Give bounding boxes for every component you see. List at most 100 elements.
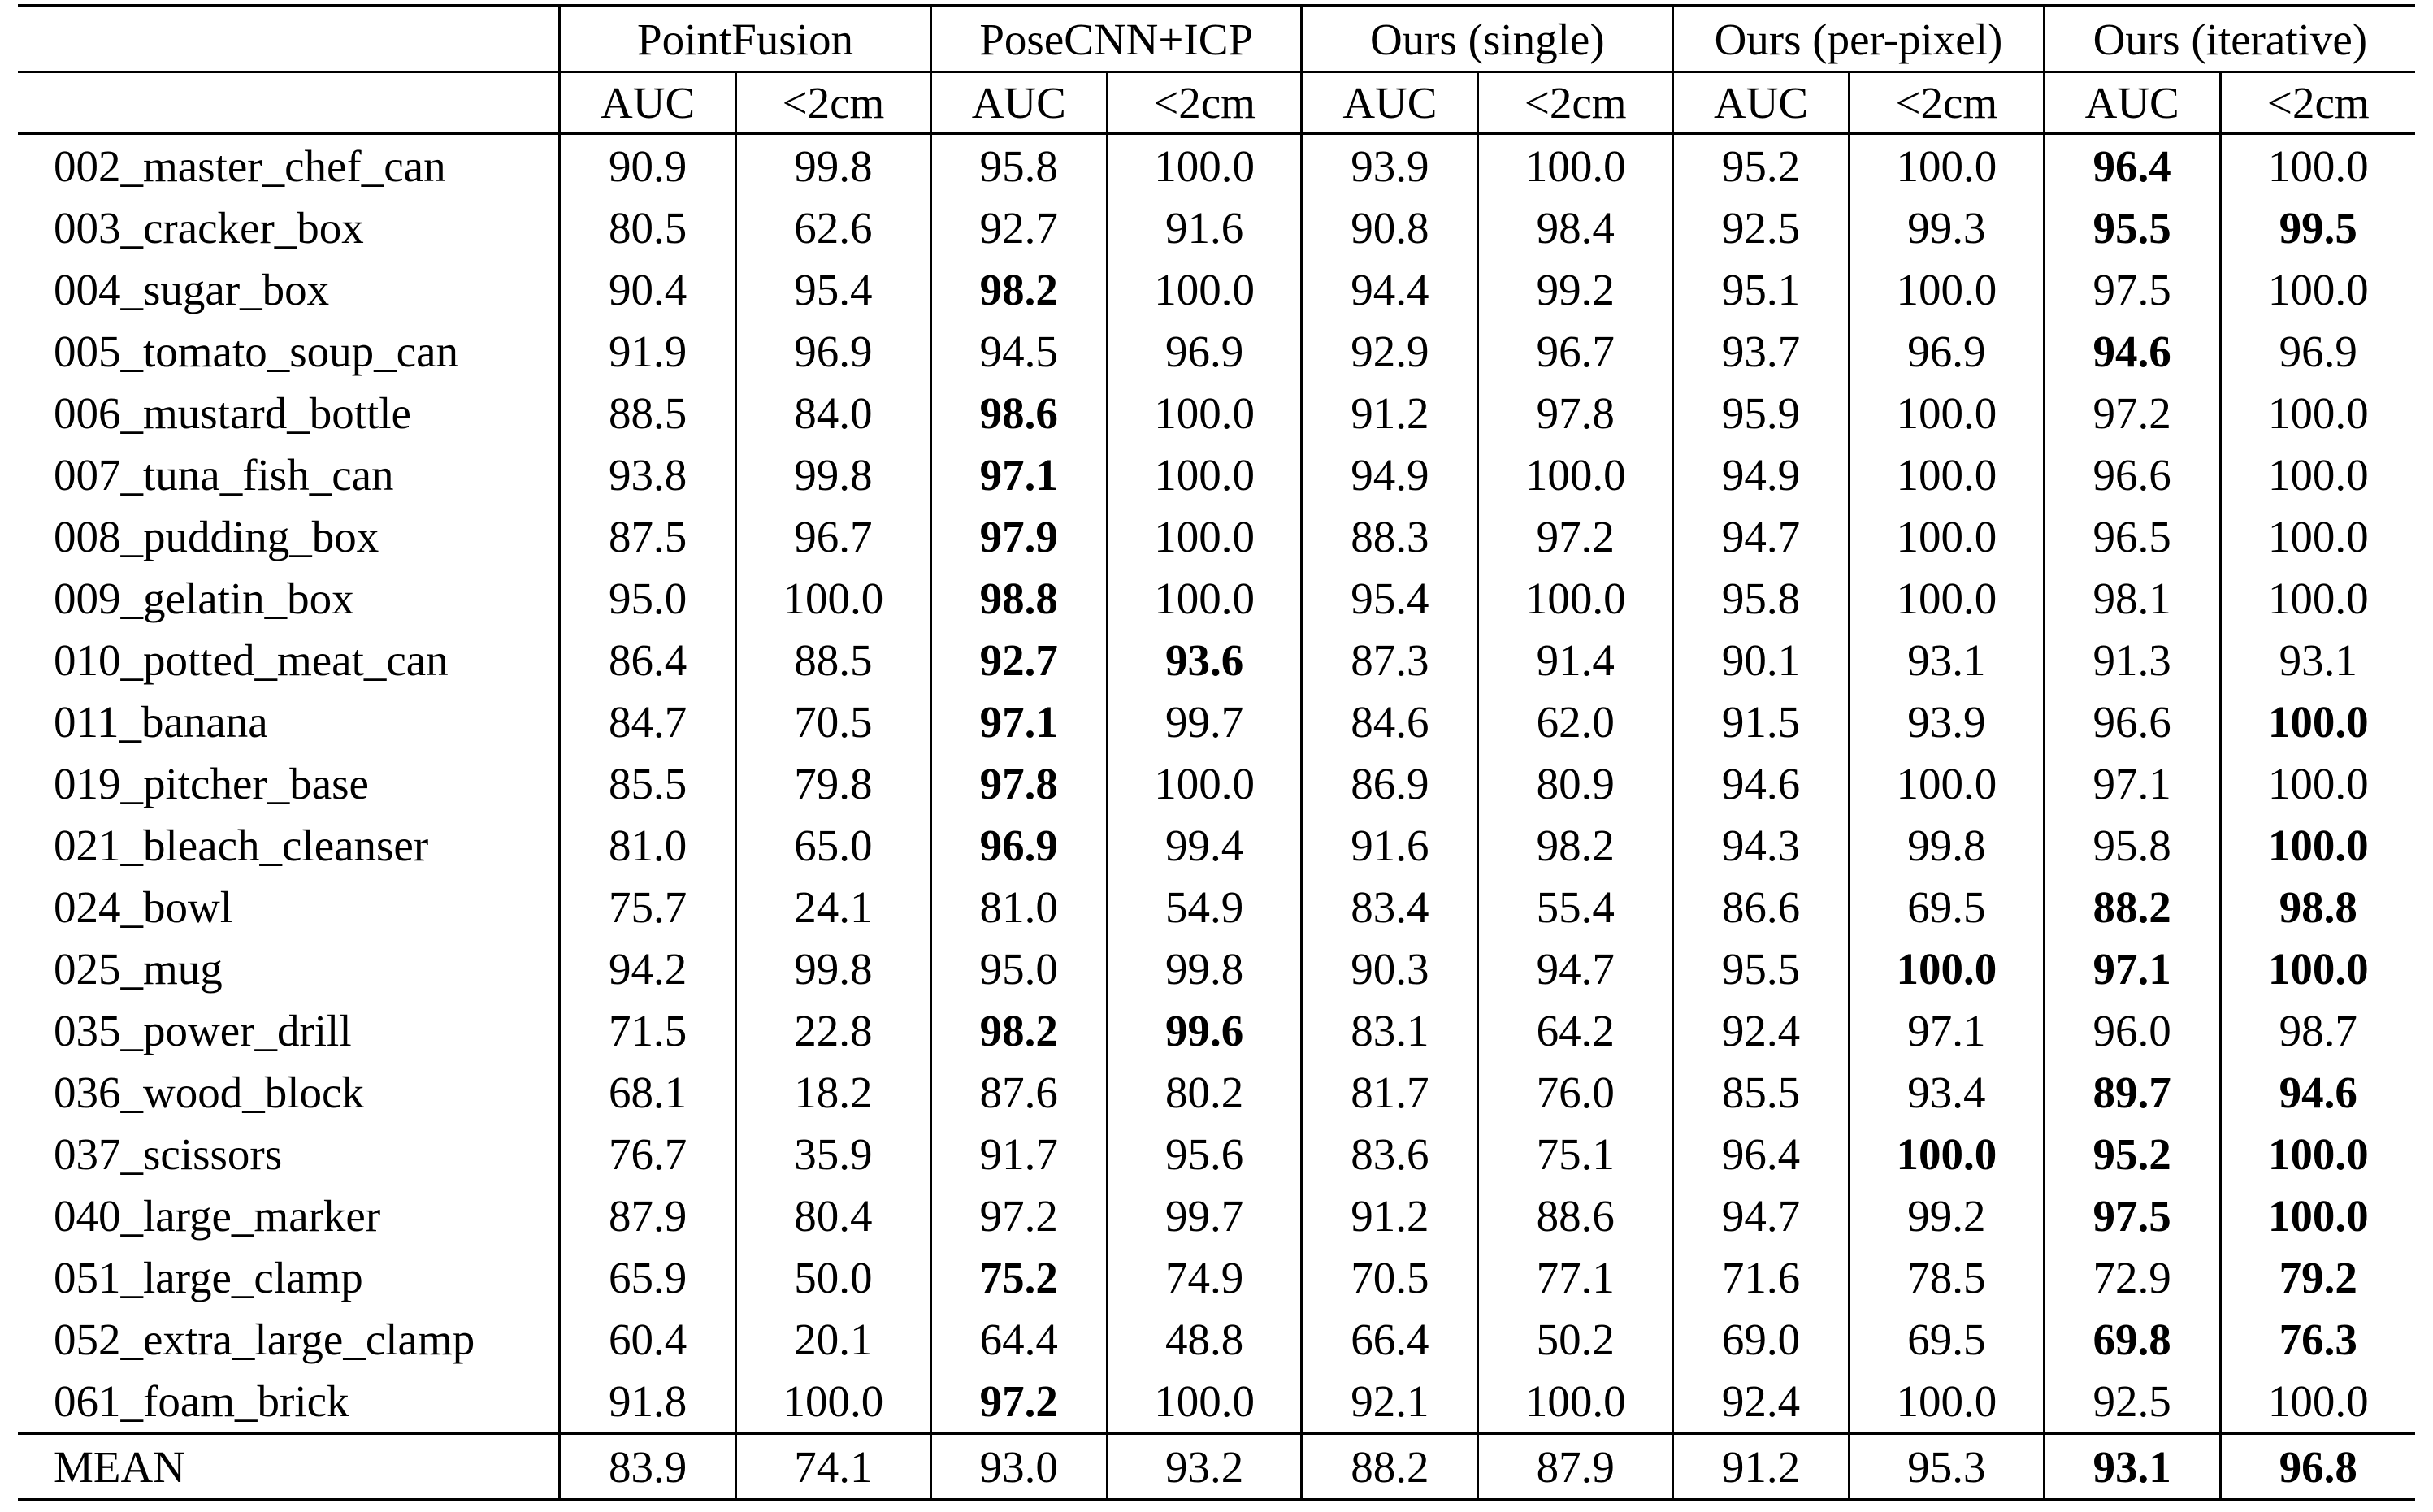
- value-cell-auc: 95.5: [1672, 938, 1850, 999]
- metric-header-row: AUC <2cm AUC <2cm AUC <2cm AUC <2cm AUC <2cm: [18, 71, 2415, 135]
- method-group-header: Ours (single): [1300, 6, 1673, 73]
- value-cell-2cm: 93.2: [1105, 1432, 1302, 1500]
- value-cell-2cm: 35.9: [735, 1123, 931, 1185]
- value-cell-2cm: 98.7: [2218, 999, 2415, 1061]
- method-group-header: Ours (per-pixel): [1672, 6, 2045, 73]
- value-cell-auc: 94.9: [1672, 444, 1850, 505]
- subheader-auc: AUC: [1672, 71, 1850, 135]
- value-cell-auc: 95.1: [1672, 258, 1850, 320]
- value-cell-auc: 95.5: [2042, 197, 2221, 258]
- table-row: 037_scissors 76.7 35.9 91.7 95.6 83.6 75.1 96.4…: [18, 1123, 2415, 1185]
- corner-cell: [18, 6, 560, 73]
- value-cell-auc: 97.1: [929, 691, 1108, 752]
- value-cell-auc: 98.2: [929, 999, 1108, 1061]
- value-cell-2cm: 99.7: [1105, 1185, 1302, 1246]
- value-cell-auc: 83.1: [1300, 999, 1478, 1061]
- value-cell-auc: 90.8: [1300, 197, 1478, 258]
- value-cell-auc: 69.0: [1672, 1308, 1850, 1370]
- value-cell-auc: 88.5: [558, 382, 736, 444]
- table-row: 009_gelatin_box 95.0 100.0 98.8 100.0 95.4 100…: [18, 567, 2415, 629]
- value-cell-2cm: 100.0: [2218, 938, 2415, 999]
- object-name: MEAN: [18, 1432, 560, 1500]
- value-cell-auc: 72.9: [2042, 1246, 2221, 1308]
- value-cell-auc: 97.1: [929, 444, 1108, 505]
- value-cell-auc: 92.1: [1300, 1370, 1478, 1433]
- value-cell-2cm: 100.0: [2218, 1370, 2415, 1433]
- value-cell-2cm: 100.0: [1105, 133, 1302, 197]
- value-cell-2cm: 91.4: [1477, 629, 1673, 691]
- value-cell-2cm: 74.1: [735, 1432, 931, 1500]
- value-cell-auc: 60.4: [558, 1308, 736, 1370]
- value-cell-auc: 93.8: [558, 444, 736, 505]
- value-cell-auc: 81.0: [558, 814, 736, 876]
- value-cell-auc: 97.5: [2042, 258, 2221, 320]
- value-cell-auc: 91.5: [1672, 691, 1850, 752]
- value-cell-2cm: 78.5: [1847, 1246, 2045, 1308]
- value-cell-auc: 98.6: [929, 382, 1108, 444]
- value-cell-auc: 92.5: [1672, 197, 1850, 258]
- table-row: 040_large_marker 87.9 80.4 97.2 99.7 91.2 88.6…: [18, 1185, 2415, 1246]
- value-cell-2cm: 98.8: [2218, 876, 2415, 938]
- table-row: 005_tomato_soup_can 91.9 96.9 94.5 96.9 92.9 9…: [18, 320, 2415, 382]
- table-body: 002_master_chef_can 90.9 99.8 95.8 100.0 93.9…: [18, 133, 2415, 1500]
- value-cell-auc: 96.4: [1672, 1123, 1850, 1185]
- value-cell-2cm: 96.8: [2218, 1432, 2415, 1500]
- value-cell-2cm: 100.0: [1105, 505, 1302, 567]
- value-cell-2cm: 65.0: [735, 814, 931, 876]
- value-cell-auc: 81.7: [1300, 1061, 1478, 1123]
- value-cell-2cm: 100.0: [1847, 444, 2045, 505]
- table-row: 036_wood_block 68.1 18.2 87.6 80.2 81.7 76.0 85…: [18, 1061, 2415, 1123]
- value-cell-2cm: 96.7: [1477, 320, 1673, 382]
- value-cell-auc: 85.5: [558, 752, 736, 814]
- value-cell-auc: 93.0: [929, 1432, 1108, 1500]
- value-cell-2cm: 100.0: [2218, 444, 2415, 505]
- value-cell-auc: 92.9: [1300, 320, 1478, 382]
- value-cell-auc: 93.9: [1300, 133, 1478, 197]
- value-cell-auc: 88.3: [1300, 505, 1478, 567]
- value-cell-auc: 97.2: [929, 1370, 1108, 1433]
- table-row: 010_potted_meat_can 86.4 88.5 92.7 93.6 87.3 9…: [18, 629, 2415, 691]
- value-cell-2cm: 76.0: [1477, 1061, 1673, 1123]
- subheader-auc: AUC: [2042, 71, 2221, 135]
- value-cell-auc: 97.2: [929, 1185, 1108, 1246]
- subheader-auc: AUC: [558, 71, 736, 135]
- value-cell-2cm: 48.8: [1105, 1308, 1302, 1370]
- value-cell-auc: 91.8: [558, 1370, 736, 1433]
- results-table: PointFusion PoseCNN+ICP Ours (single) Ours …: [18, 4, 2415, 1501]
- value-cell-auc: 76.7: [558, 1123, 736, 1185]
- value-cell-2cm: 100.0: [1847, 938, 2045, 999]
- value-cell-auc: 96.9: [929, 814, 1108, 876]
- value-cell-auc: 94.6: [2042, 320, 2221, 382]
- value-cell-auc: 94.7: [1672, 1185, 1850, 1246]
- object-name: 008_pudding_box: [54, 511, 379, 561]
- value-cell-auc: 86.9: [1300, 752, 1478, 814]
- value-cell-2cm: 50.2: [1477, 1308, 1673, 1370]
- value-cell-auc: 81.0: [929, 876, 1108, 938]
- value-cell-auc: 95.0: [558, 567, 736, 629]
- value-cell-auc: 97.1: [2042, 752, 2221, 814]
- method-header-row: PointFusion PoseCNN+ICP Ours (single) Ours …: [18, 6, 2415, 73]
- value-cell-2cm: 99.2: [1477, 258, 1673, 320]
- value-cell-2cm: 97.2: [1477, 505, 1673, 567]
- table-row: 004_sugar_box 90.4 95.4 98.2 100.0 94.4 99.2 95…: [18, 258, 2415, 320]
- object-name: 005_tomato_soup_can: [54, 326, 458, 376]
- value-cell-2cm: 99.6: [1105, 999, 1302, 1061]
- value-cell-auc: 95.8: [2042, 814, 2221, 876]
- value-cell-2cm: 96.9: [735, 320, 931, 382]
- value-cell-auc: 98.8: [929, 567, 1108, 629]
- value-cell-auc: 86.6: [1672, 876, 1850, 938]
- value-cell-2cm: 98.2: [1477, 814, 1673, 876]
- value-cell-auc: 70.5: [1300, 1246, 1478, 1308]
- method-group-header: Ours (iterative): [2042, 6, 2415, 73]
- value-cell-2cm: 100.0: [1105, 444, 1302, 505]
- object-name: 024_bowl: [54, 882, 232, 932]
- value-cell-2cm: 20.1: [735, 1308, 931, 1370]
- value-cell-auc: 96.4: [2042, 133, 2221, 197]
- value-cell-2cm: 91.6: [1105, 197, 1302, 258]
- value-cell-auc: 85.5: [1672, 1061, 1850, 1123]
- value-cell-2cm: 99.8: [735, 938, 931, 999]
- value-cell-2cm: 24.1: [735, 876, 931, 938]
- value-cell-auc: 75.7: [558, 876, 736, 938]
- value-cell-auc: 91.6: [1300, 814, 1478, 876]
